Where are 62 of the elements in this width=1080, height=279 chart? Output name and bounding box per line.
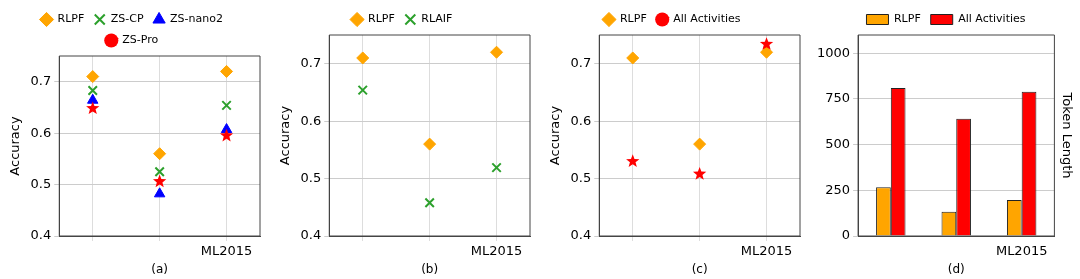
point bbox=[423, 137, 437, 151]
y-tick-label: 0.4 bbox=[570, 227, 592, 243]
legend-label: ZS-nano2 bbox=[170, 12, 223, 26]
point bbox=[87, 93, 99, 104]
y-tick-label: 0.6 bbox=[300, 112, 322, 128]
legend-label: RLPF bbox=[893, 12, 921, 26]
point bbox=[491, 162, 502, 173]
legend-label: All Activities bbox=[673, 12, 741, 26]
legend-label: RLPF bbox=[619, 12, 647, 26]
point bbox=[86, 70, 100, 84]
y2-axis-title: Token Length bbox=[1059, 91, 1075, 179]
y-tick-label: 500 bbox=[825, 136, 851, 152]
legend-label: ZS-CP bbox=[110, 12, 144, 26]
x-tick-label: ML2015 bbox=[470, 243, 523, 259]
point bbox=[626, 51, 640, 65]
point bbox=[356, 51, 370, 65]
legend-label: All Activities bbox=[958, 12, 1026, 26]
point bbox=[86, 101, 100, 115]
y-axis-title: Accuracy bbox=[277, 105, 293, 166]
point bbox=[693, 137, 707, 151]
point bbox=[760, 45, 774, 59]
point bbox=[424, 197, 435, 208]
y-tick-label: 1000 bbox=[816, 44, 851, 60]
y-tick-label: 0.4 bbox=[30, 227, 52, 243]
x-axis-title: (d) bbox=[947, 261, 965, 276]
x-tick-label: ML2015 bbox=[200, 243, 253, 259]
point bbox=[357, 84, 368, 96]
y-tick-label: 0.7 bbox=[570, 55, 592, 71]
point bbox=[221, 100, 232, 111]
x-axis-title: (c) bbox=[691, 261, 708, 276]
y-axis-title: Accuracy bbox=[547, 105, 563, 166]
x-axis-title: (b) bbox=[421, 261, 439, 276]
point bbox=[219, 128, 234, 142]
point bbox=[153, 147, 167, 161]
point bbox=[220, 64, 234, 78]
y-tick-label: 250 bbox=[825, 181, 851, 197]
y-tick-label: 0.5 bbox=[300, 169, 322, 185]
legend-label: RLAIF bbox=[421, 12, 453, 26]
x-axis-title: (a) bbox=[151, 261, 168, 276]
point bbox=[759, 37, 774, 50]
y-axis-title: Accuracy bbox=[7, 116, 23, 176]
point bbox=[153, 187, 166, 198]
legend-label: RLPF bbox=[368, 12, 395, 26]
y-tick-label: 750 bbox=[825, 90, 851, 106]
x-tick-label: ML2015 bbox=[740, 243, 793, 259]
legend-label: ZS-Pro bbox=[122, 33, 159, 47]
point bbox=[490, 45, 504, 59]
y-tick-label: 0.6 bbox=[30, 124, 52, 140]
y-tick-label: 0.6 bbox=[570, 112, 592, 128]
y-tick-label: 0 bbox=[841, 227, 851, 243]
y-tick-label: 0.5 bbox=[570, 169, 592, 185]
y-tick-label: 0.5 bbox=[30, 175, 52, 191]
point bbox=[692, 166, 707, 180]
point bbox=[87, 85, 98, 96]
y-tick-label: 0.4 bbox=[300, 227, 322, 243]
x-tick-label: ML2015 bbox=[995, 243, 1048, 259]
point bbox=[626, 154, 640, 168]
y-tick-label: 0.7 bbox=[300, 55, 322, 71]
point bbox=[152, 174, 167, 188]
point bbox=[154, 166, 165, 177]
legend-label: RLPF bbox=[57, 12, 85, 26]
y-tick-label: 0.7 bbox=[30, 73, 52, 89]
